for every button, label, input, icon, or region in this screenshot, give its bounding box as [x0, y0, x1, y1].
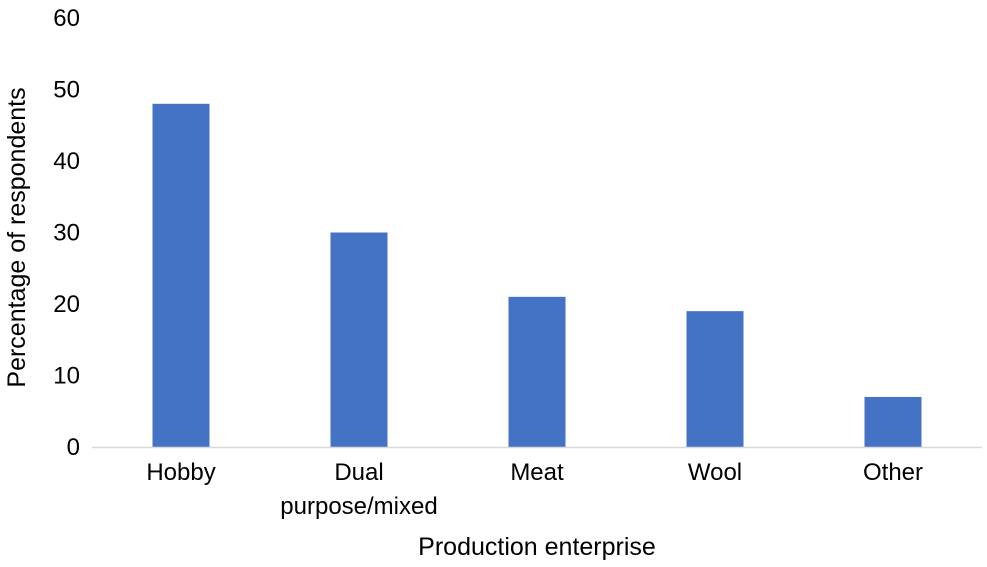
x-axis-title: Production enterprise — [418, 533, 656, 561]
x-category-label: Hobby — [146, 459, 215, 486]
bar — [152, 103, 210, 448]
y-tick-label: 60 — [53, 5, 80, 32]
x-category-label: Other — [863, 459, 923, 486]
x-axis-category-labels: Hobby Dual purpose/mixed Meat Wool Other — [146, 459, 923, 520]
y-tick-label: 20 — [53, 291, 80, 318]
x-category-label: purpose/mixed — [280, 493, 437, 520]
y-axis-ticks: 0 10 20 30 40 50 60 — [53, 5, 80, 461]
bar — [864, 396, 922, 447]
y-tick-label: 10 — [53, 363, 80, 390]
x-category-label: Wool — [688, 459, 742, 486]
x-category-label: Dual — [334, 459, 383, 486]
y-tick-label: 40 — [53, 148, 80, 175]
y-axis-title: Percentage of respondents — [3, 87, 31, 387]
y-tick-label: 30 — [53, 220, 80, 247]
y-tick-label: 50 — [53, 77, 80, 104]
bar — [508, 296, 566, 447]
bars — [152, 103, 922, 448]
y-tick-label: 0 — [67, 434, 80, 461]
x-category-label: Meat — [510, 459, 564, 486]
bar — [330, 232, 388, 447]
bar — [686, 311, 744, 447]
